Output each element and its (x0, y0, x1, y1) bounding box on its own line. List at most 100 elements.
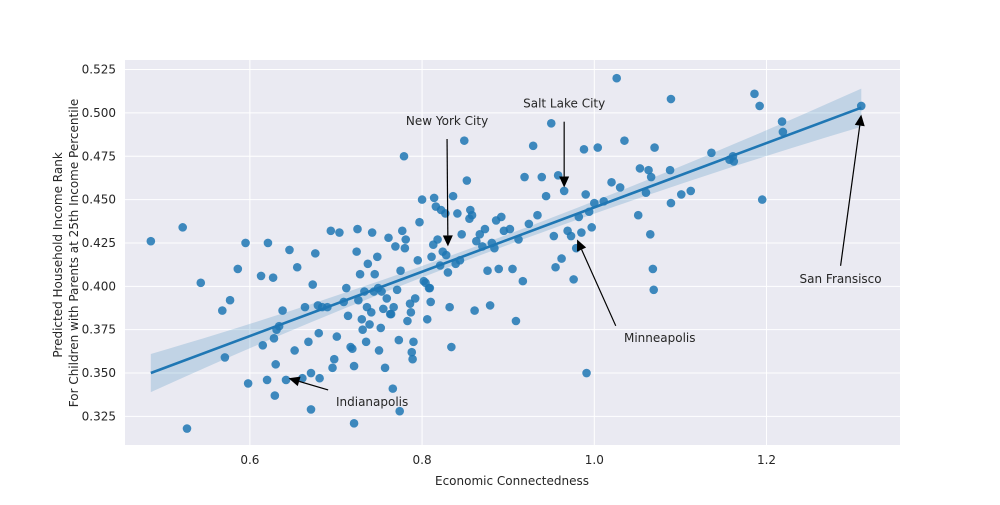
data-point-143 (520, 172, 529, 182)
data-point-46 (348, 344, 357, 354)
data-point-95 (417, 195, 427, 204)
annotation-arrow-head-0 (442, 235, 453, 247)
y-tick-label-6: 0.475 (82, 149, 116, 163)
data-point-110 (441, 209, 450, 218)
data-point-191 (750, 89, 759, 99)
y-tick-label-8: 0.525 (82, 63, 116, 77)
data-point-170 (612, 73, 621, 83)
data-point-175 (641, 188, 651, 197)
data-point-148 (541, 191, 551, 201)
annotation-label-1: Salt Lake City (523, 97, 605, 111)
data-point-174 (635, 164, 645, 173)
data-point-15 (269, 334, 279, 343)
data-point-30 (308, 280, 318, 289)
data-point-12 (262, 375, 272, 385)
data-point-76 (389, 302, 398, 312)
data-point-120 (459, 136, 469, 145)
data-point-106 (433, 235, 442, 244)
annotation-arrow-shaft-0 (446, 139, 449, 236)
annotations: New York City Salt Lake City San Fransisco… (288, 97, 882, 409)
data-point-126 (472, 236, 481, 246)
data-point-179 (648, 264, 658, 274)
y-tick-label-3: 0.400 (82, 279, 116, 293)
data-point-178 (646, 172, 656, 182)
data-point-102 (427, 252, 436, 262)
data-point-28 (306, 368, 316, 378)
data-point-69 (379, 304, 388, 314)
data-point-194 (777, 117, 787, 126)
regression-fit-line (150, 106, 862, 375)
data-point-20 (278, 306, 287, 315)
data-point-149 (546, 118, 556, 128)
data-point-160 (577, 228, 586, 237)
data-point-161 (579, 145, 589, 154)
data-point-53 (357, 314, 367, 324)
data-point-0 (146, 236, 156, 246)
data-point-21 (281, 375, 291, 385)
data-point-74 (386, 309, 396, 319)
data-point-82 (397, 226, 407, 236)
data-point-135 (494, 264, 504, 274)
data-point-94 (415, 217, 424, 227)
data-point-185 (676, 190, 686, 199)
data-point-44 (343, 311, 353, 321)
data-point-2 (182, 424, 192, 433)
grid (125, 60, 900, 445)
data-point-7 (233, 264, 243, 274)
data-point-67 (376, 323, 386, 333)
data-point-125 (470, 306, 479, 315)
data-point-142 (518, 276, 528, 286)
data-point-34 (315, 373, 324, 383)
data-point-115 (448, 191, 458, 201)
data-point-114 (447, 342, 456, 352)
annotation-arrow-head-2 (854, 114, 865, 127)
data-point-190 (729, 157, 739, 166)
y-axis-label-line-1: Predicted Household Income Rank (51, 152, 65, 357)
data-point-184 (666, 198, 676, 208)
data-point-26 (300, 302, 310, 312)
y-tick-label-7: 0.500 (82, 106, 116, 120)
data-point-43 (342, 283, 351, 293)
data-point-183 (666, 94, 676, 104)
data-point-5 (220, 353, 230, 362)
data-point-147 (537, 172, 547, 182)
data-point-89 (407, 347, 417, 357)
data-point-163 (582, 368, 591, 378)
data-point-192 (755, 101, 764, 111)
annotation-label-0: New York City (406, 114, 488, 128)
data-point-85 (401, 235, 411, 244)
data-point-157 (569, 275, 578, 284)
data-point-61 (367, 228, 377, 237)
data-point-6 (225, 295, 235, 305)
data-point-54 (358, 325, 367, 334)
annotation-label-2: San Fransisco (800, 272, 882, 286)
x-axis-label: Economic Connectedness (435, 474, 589, 488)
data-point-88 (406, 308, 416, 317)
data-point-29 (306, 405, 316, 414)
x-tick-label-1: 0.8 (413, 453, 432, 467)
data-point-13 (263, 238, 273, 248)
data-point-39 (329, 354, 339, 364)
data-point-86 (403, 316, 412, 326)
data-point-60 (366, 308, 376, 317)
data-point-38 (328, 363, 337, 373)
y-tick-label-4: 0.425 (82, 236, 116, 250)
data-point-186 (686, 186, 696, 196)
data-point-80 (395, 406, 404, 416)
annotation-arrow-shaft-3 (581, 249, 617, 327)
data-point-8 (241, 238, 250, 248)
data-point-25 (298, 373, 307, 383)
data-point-37 (326, 226, 336, 236)
y-tick-label-5: 0.450 (82, 193, 116, 207)
data-point-98 (422, 314, 432, 324)
data-point-14 (268, 273, 278, 282)
data-point-117 (453, 209, 462, 218)
data-point-113 (445, 302, 454, 312)
data-point-24 (292, 262, 302, 272)
x-axis-ticks: 0.6 0.8 1.0 1.2 (240, 453, 776, 467)
annotation-arrow-head-1 (559, 176, 570, 188)
plot-area-background (125, 60, 900, 445)
data-point-3 (196, 278, 206, 288)
data-point-150 (549, 231, 559, 241)
data-point-182 (665, 165, 675, 175)
